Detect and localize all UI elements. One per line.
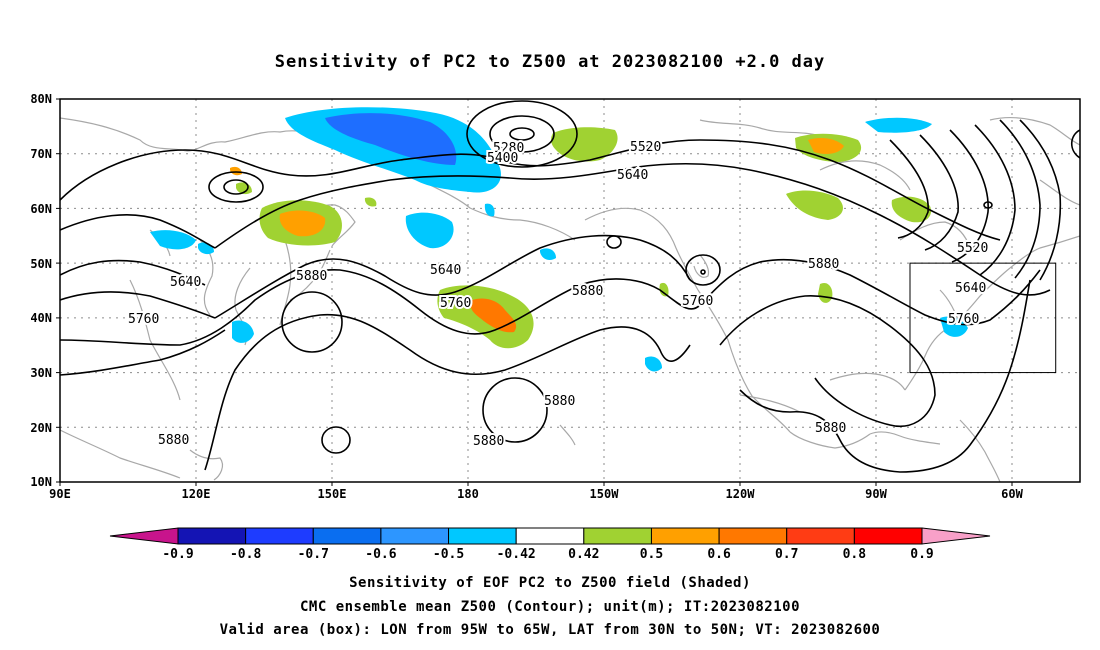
lon-tick-label: 150E bbox=[318, 487, 347, 501]
contour-label: 5400 bbox=[487, 151, 518, 166]
contour-label: 5880 bbox=[572, 284, 603, 299]
contour-label: 5760 bbox=[128, 312, 159, 327]
colorbar-swatch bbox=[245, 527, 314, 545]
colorbar-label: -0.42 bbox=[497, 547, 536, 562]
lat-tick-label: 70N bbox=[30, 147, 52, 161]
map-title: Sensitivity of PC2 to Z500 at 2023082100… bbox=[274, 52, 826, 72]
contour-label: 5880 bbox=[158, 433, 189, 448]
contour-label: 5880 bbox=[815, 421, 846, 436]
lon-tick-label: 90E bbox=[49, 487, 71, 501]
gridlines bbox=[60, 99, 1080, 482]
colorbar-label: -0.8 bbox=[230, 547, 261, 562]
shading-region bbox=[279, 210, 326, 237]
contour-label: 5760 bbox=[948, 312, 979, 327]
colorbar-label: -0.6 bbox=[365, 547, 396, 562]
contour-label: 5880 bbox=[544, 394, 575, 409]
valid-area-box bbox=[909, 262, 1057, 374]
colorbar-swatch bbox=[650, 527, 720, 545]
colorbar-swatch bbox=[177, 527, 247, 545]
shading-region bbox=[405, 212, 454, 249]
colorbar-label: 0.5 bbox=[640, 547, 663, 562]
shading-region bbox=[470, 298, 517, 333]
lat-tick-label: 40N bbox=[30, 311, 52, 325]
map-border bbox=[59, 98, 1081, 483]
shading-region bbox=[645, 356, 662, 372]
colorbar-swatch bbox=[448, 527, 517, 545]
contour-label: 5880 bbox=[473, 434, 504, 449]
colorbar-label: 0.8 bbox=[843, 547, 867, 562]
shading-region bbox=[659, 282, 669, 297]
shading-region bbox=[540, 248, 556, 260]
lat-tick-label: 50N bbox=[30, 257, 52, 271]
contour-label: 5640 bbox=[955, 281, 986, 296]
colorbar-swatch bbox=[786, 527, 855, 545]
caption-line-3: Valid area (box): LON from 95W to 65W, L… bbox=[219, 622, 881, 638]
colorbar-swatch bbox=[853, 527, 923, 545]
contour-label: 5880 bbox=[808, 257, 839, 272]
colorbar-label: 0.9 bbox=[910, 547, 933, 562]
lon-tick-label: 60W bbox=[1001, 487, 1023, 501]
shading-region bbox=[230, 166, 242, 176]
contour-label: 5760 bbox=[440, 296, 471, 311]
colorbar-label: 0.7 bbox=[775, 547, 798, 562]
shading-region bbox=[325, 113, 457, 165]
caption-line-2: CMC ensemble mean Z500 (Contour); unit(m… bbox=[299, 599, 800, 615]
contour-label: 5280 bbox=[493, 141, 524, 156]
axis-ticks bbox=[56, 98, 1013, 486]
colorbar-high-end bbox=[921, 527, 991, 545]
colorbar-label: -0.5 bbox=[433, 547, 464, 562]
longitude-labels: 90E 120E 150E 180 150W 120W 90W 60W bbox=[49, 487, 1023, 501]
colorbar-swatch bbox=[515, 527, 585, 545]
colorbar-label: 0.6 bbox=[707, 547, 731, 562]
colorbar: -0.9 -0.8 -0.7 -0.6 -0.5 -0.42 0.42 0.5 0.6 0.7 0.… bbox=[109, 527, 991, 562]
lat-tick-label: 30N bbox=[30, 366, 52, 380]
shading-region bbox=[891, 196, 932, 223]
lon-tick-label: 180 bbox=[457, 487, 479, 501]
contour-label: 5520 bbox=[957, 241, 988, 256]
lat-tick-label: 10N bbox=[30, 475, 52, 489]
colorbar-label: -0.7 bbox=[298, 547, 329, 562]
lat-tick-label: 80N bbox=[30, 92, 52, 106]
colorbar-label: -0.9 bbox=[162, 547, 193, 562]
lon-tick-label: 120W bbox=[726, 487, 756, 501]
caption-line-1: Sensitivity of EOF PC2 to Z500 field (Sh… bbox=[349, 575, 751, 591]
contour-label: 5520 bbox=[630, 140, 661, 155]
lat-tick-label: 20N bbox=[30, 421, 52, 435]
shading-region bbox=[364, 197, 377, 207]
contour-label: 5880 bbox=[296, 269, 327, 284]
lon-tick-label: 120E bbox=[182, 487, 211, 501]
shading-region bbox=[865, 117, 932, 133]
contour-label: 5640 bbox=[617, 168, 648, 183]
sensitivity-shading bbox=[150, 107, 968, 372]
colorbar-low-end bbox=[109, 527, 179, 545]
contour-label: 5640 bbox=[430, 263, 461, 278]
z500-contours bbox=[60, 100, 1080, 473]
colorbar-swatch bbox=[312, 527, 382, 545]
shading-region bbox=[786, 190, 843, 220]
latitude-labels: 80N 70N 60N 50N 40N 30N 20N 10N bbox=[30, 92, 52, 489]
lon-tick-label: 150W bbox=[590, 487, 620, 501]
colorbar-swatch bbox=[380, 527, 450, 545]
shading-region bbox=[150, 230, 196, 250]
shading-region bbox=[232, 320, 254, 343]
shading-region bbox=[484, 203, 495, 217]
contour-labels: 5280 5400 5520 5640 5520 5640 5640 5880 … bbox=[126, 138, 990, 451]
contour-label: 5760 bbox=[682, 294, 713, 309]
colorbar-swatch bbox=[583, 527, 652, 545]
lat-tick-label: 60N bbox=[30, 202, 52, 216]
shading-region bbox=[808, 138, 844, 154]
contour-label: 5640 bbox=[170, 275, 201, 290]
lon-tick-label: 90W bbox=[865, 487, 887, 501]
colorbar-label: 0.42 bbox=[568, 547, 599, 562]
colorbar-swatch bbox=[718, 527, 788, 545]
